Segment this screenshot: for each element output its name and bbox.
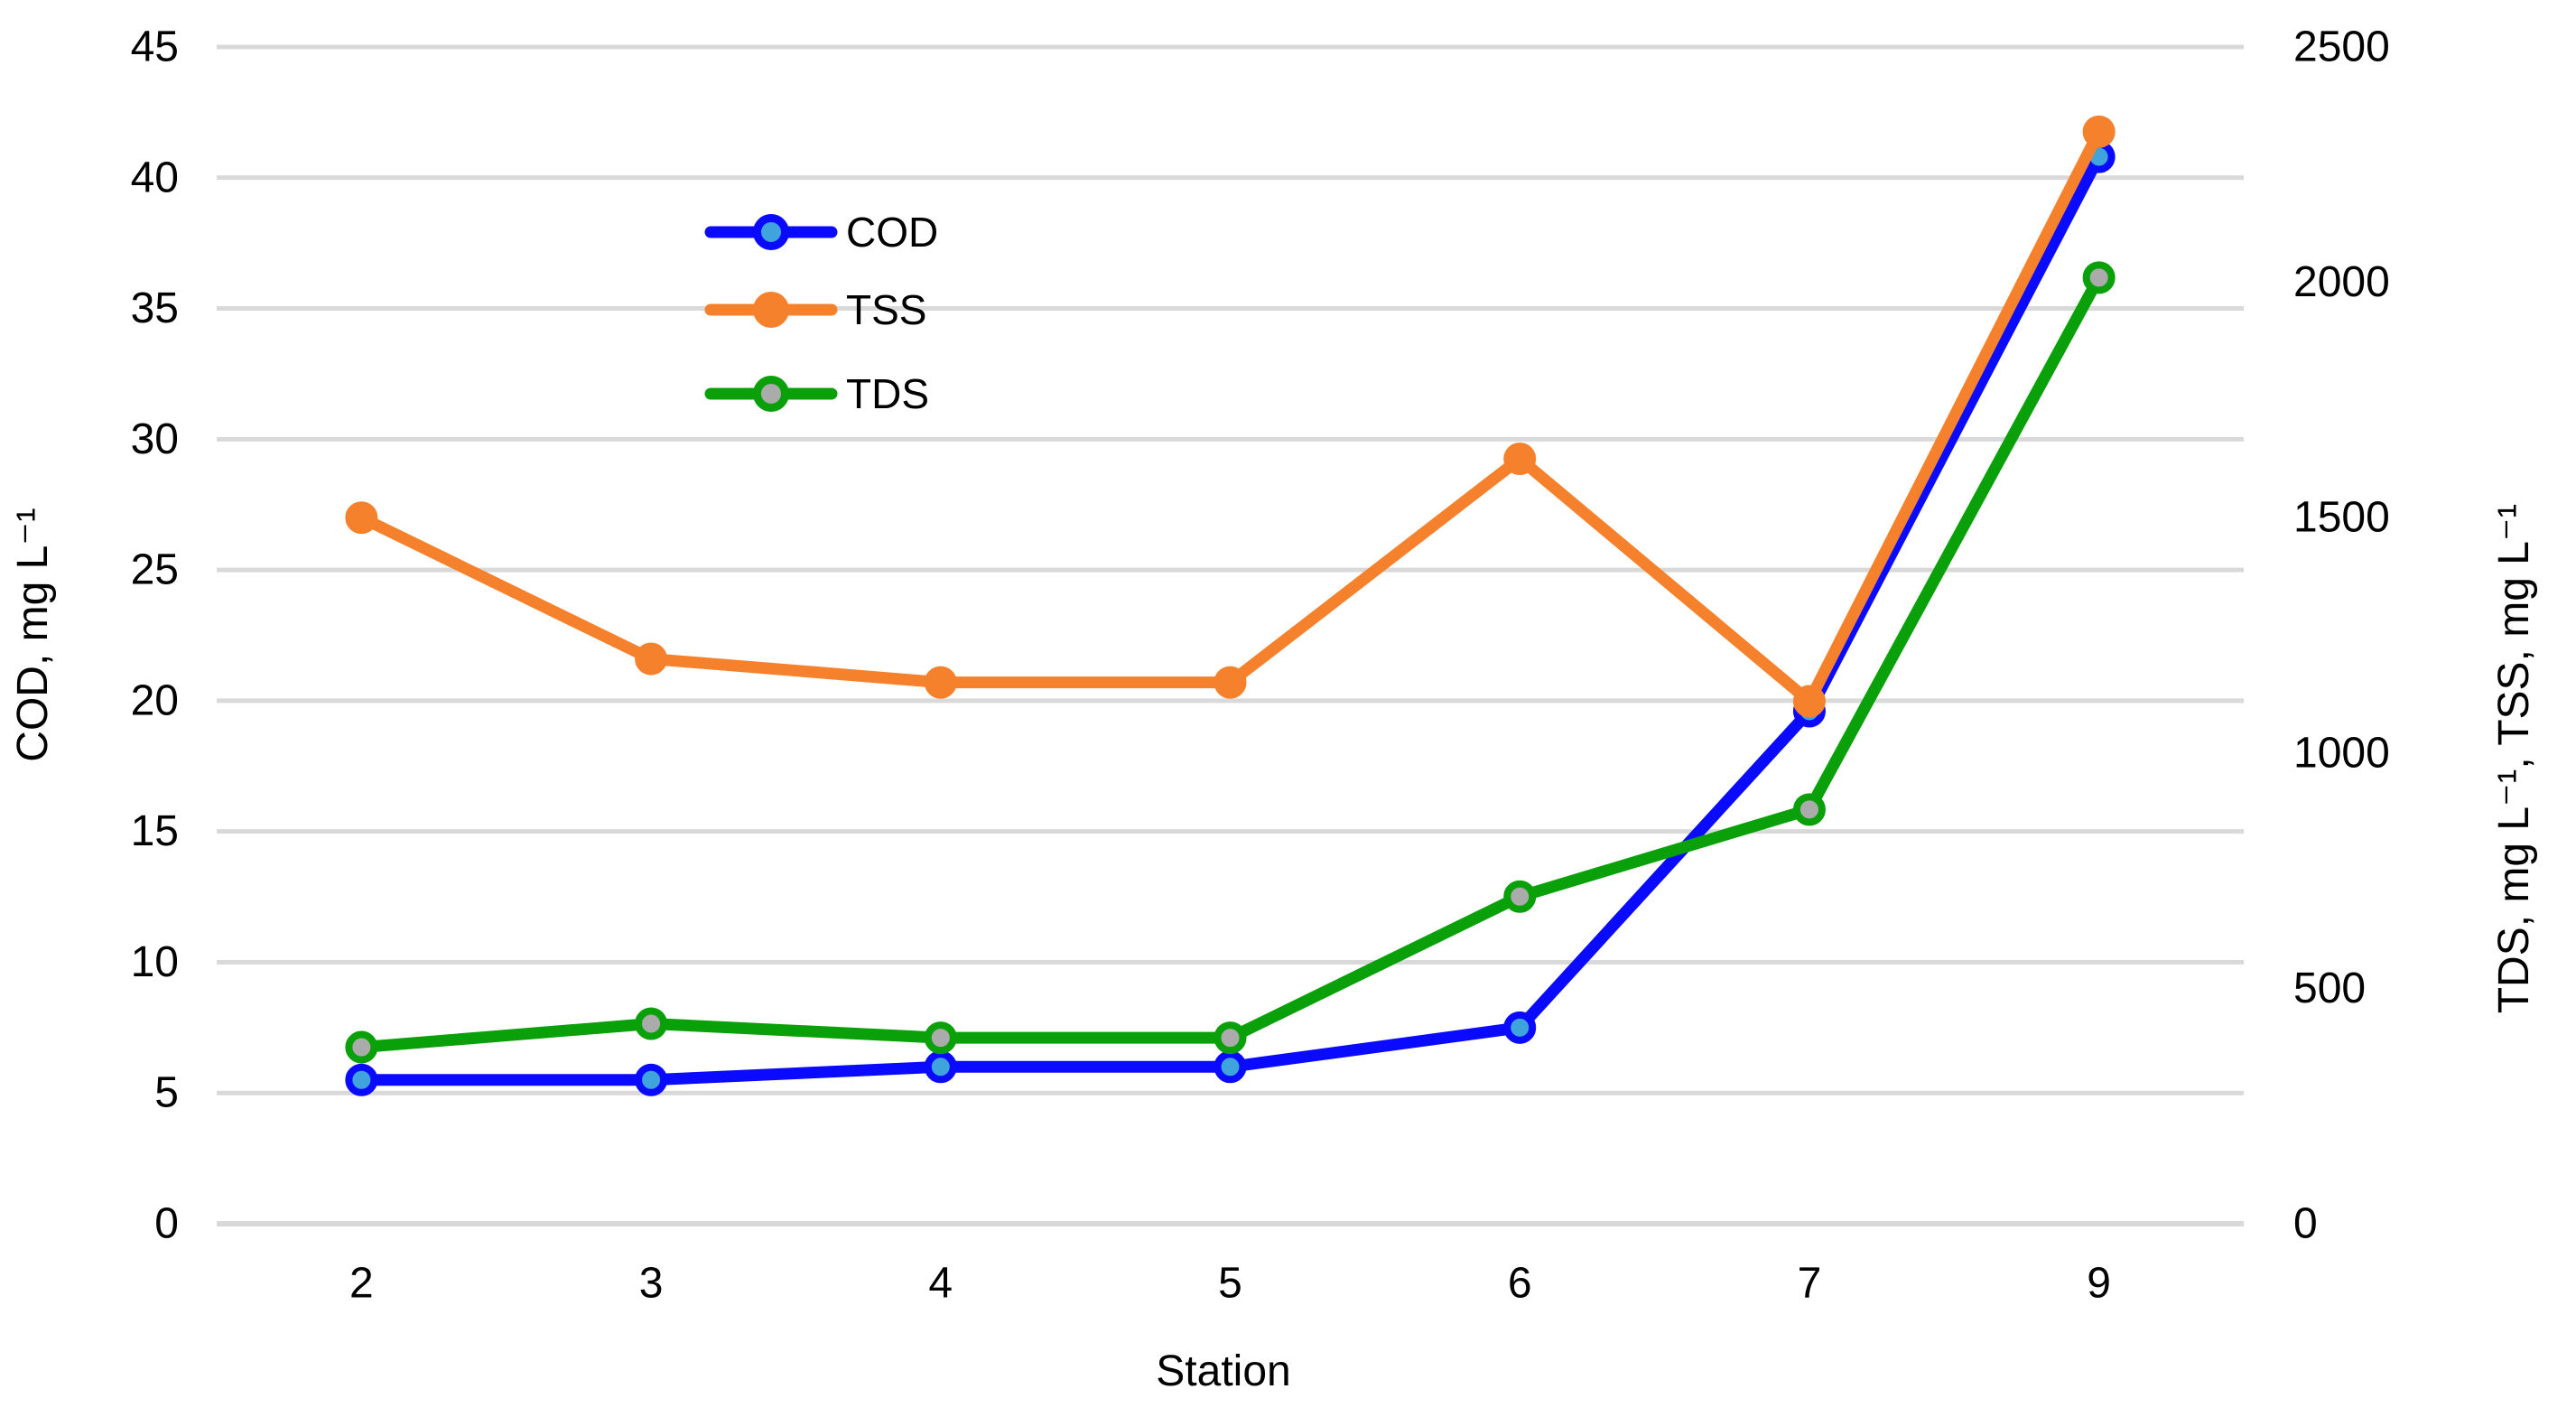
x-tick-label: 9	[2087, 1260, 2111, 1308]
right-tick-label: 2500	[2293, 23, 2390, 71]
right-tick-label: 0	[2293, 1200, 2318, 1248]
left-tick-label: 10	[131, 938, 179, 986]
legend-label: COD	[846, 209, 938, 256]
left-axis-title: COD, mg L⁻¹	[9, 508, 57, 761]
left-tick-label: 5	[154, 1069, 179, 1117]
left-tick-label: 30	[131, 415, 179, 463]
right-tick-label: 2000	[2293, 258, 2390, 306]
x-tick-label: 6	[1508, 1260, 1532, 1308]
right-tick-label: 500	[2293, 965, 2366, 1012]
marker-tss	[1792, 685, 1826, 718]
series-line-tss	[355, 126, 2106, 707]
x-axis-title: Station	[1156, 1347, 1290, 1395]
legend-label: TDS	[846, 370, 929, 417]
series-line-cod	[355, 151, 2106, 1086]
marker-cod	[924, 1050, 957, 1084]
legend: COD TSS TDS	[704, 209, 938, 417]
x-tick-label: 4	[928, 1260, 953, 1308]
legend-label: TSS	[846, 286, 926, 333]
legend-item-cod: COD	[704, 209, 938, 256]
marker-cod	[345, 1063, 378, 1096]
gridlines-layer	[217, 44, 2244, 1226]
marker-tds	[2082, 261, 2116, 294]
marker-tss	[635, 642, 668, 676]
marker-tss	[1214, 666, 1247, 699]
marker-tds	[924, 1021, 957, 1055]
x-tick-label: 3	[639, 1260, 664, 1308]
marker-tds	[1792, 793, 1826, 826]
marker-cod	[1503, 1011, 1537, 1044]
marker-tds	[1214, 1021, 1247, 1055]
marker-cod	[635, 1063, 668, 1096]
marker-tss	[924, 666, 957, 699]
marker-cod	[1214, 1050, 1247, 1084]
x-tick-label: 7	[1798, 1260, 1822, 1308]
left-tick-label: 25	[131, 546, 179, 594]
left-tick-label: 35	[131, 284, 179, 332]
right-axis-title: TDS, mg L⁻¹, TSS, mg L⁻¹	[2490, 504, 2538, 1014]
legend-item-tss: TSS	[704, 286, 926, 333]
marker-tss	[345, 501, 378, 535]
legend-marker	[753, 214, 789, 250]
left-tick-label: 15	[131, 807, 179, 855]
right-tick-label: 1000	[2293, 729, 2390, 777]
left-tick-label: 0	[154, 1200, 179, 1248]
legend-marker	[753, 292, 789, 328]
left-tick-label: 20	[131, 676, 179, 724]
marker-tds	[345, 1030, 378, 1064]
left-tick-label: 45	[131, 23, 179, 71]
right-tick-label: 1500	[2293, 494, 2390, 542]
marker-tss	[1503, 443, 1537, 476]
x-tick-label: 5	[1218, 1260, 1242, 1308]
marker-tds	[1503, 880, 1537, 913]
left-tick-label: 40	[131, 154, 179, 201]
marker-tds	[635, 1007, 668, 1040]
marker-tss	[2082, 115, 2116, 148]
series-layer	[345, 115, 2116, 1096]
legend-item-tds: TDS	[704, 370, 929, 417]
legend-marker	[753, 376, 789, 412]
x-tick-label: 2	[349, 1260, 374, 1308]
